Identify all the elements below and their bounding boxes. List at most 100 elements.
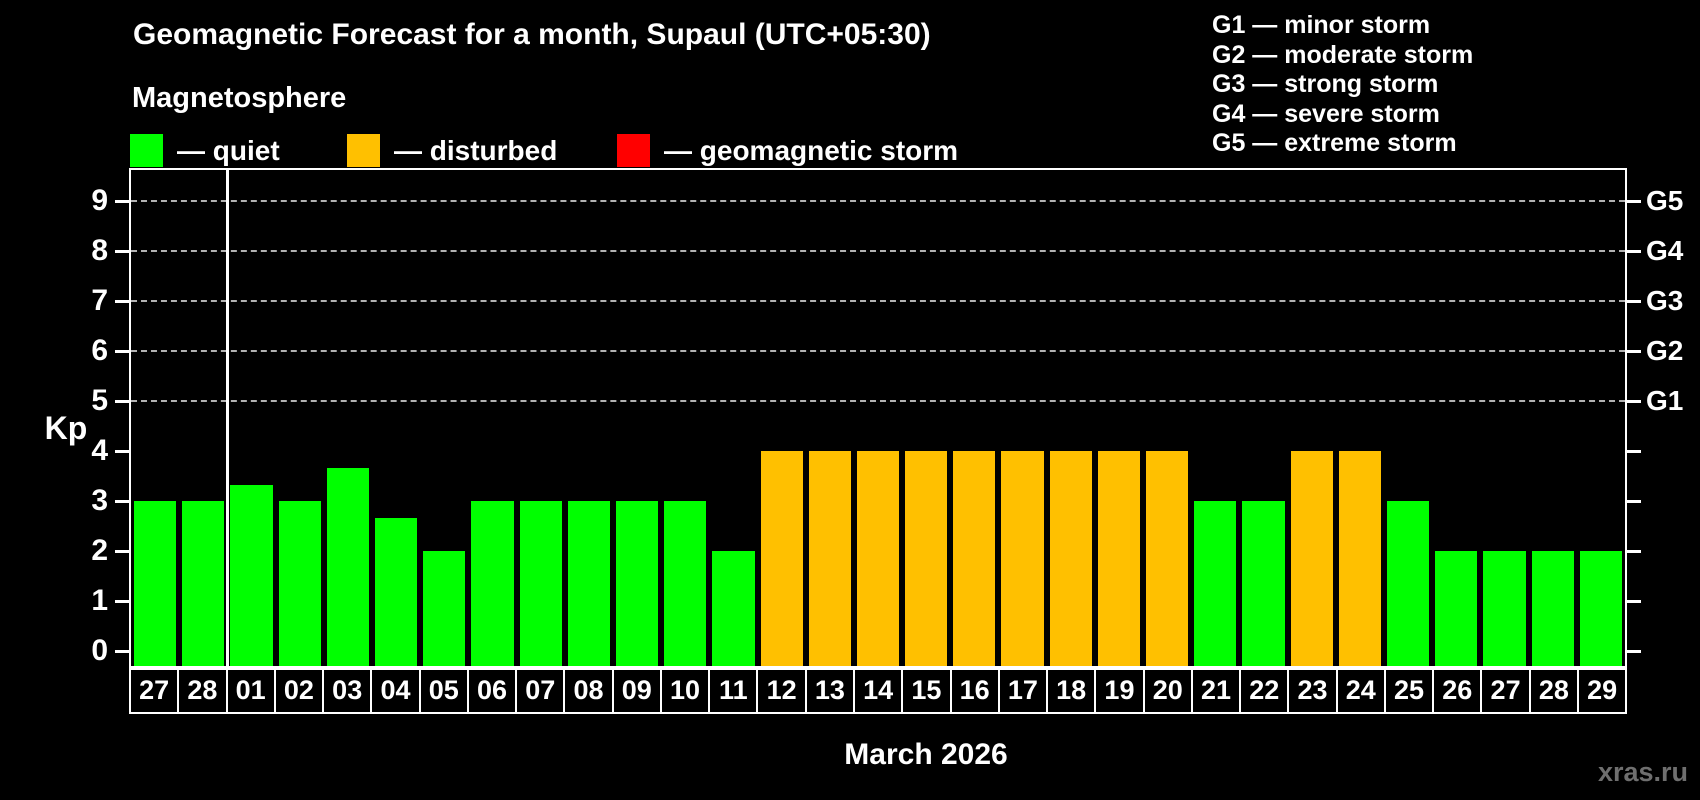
kp-bar: [1579, 551, 1622, 666]
day-label-cell: 21: [1190, 668, 1242, 714]
day-label-cell: 09: [611, 668, 662, 714]
g-scale-legend: G1 — minor storm G2 — moderate storm G3 …: [1212, 11, 1473, 159]
day-label-cell: 15: [901, 668, 952, 714]
kp-bar: [519, 501, 562, 666]
kp-bar: [953, 451, 996, 666]
y-tick-label: 7: [91, 284, 108, 317]
y-tick-left: [115, 399, 129, 403]
kp-bar: [182, 501, 225, 666]
plot-area: [131, 170, 1625, 666]
kp-bar: [615, 501, 659, 666]
g4-legend-line: G4 — severe storm: [1212, 99, 1440, 128]
y-tick-right: [1627, 399, 1641, 403]
y-tick-left: [115, 549, 129, 553]
y-tick-right: [1627, 349, 1641, 353]
day-label-cell: 14: [852, 668, 904, 714]
y-tick-right: [1627, 299, 1641, 303]
day-label-cell: 20: [1142, 668, 1193, 714]
y-tick-label: 0: [91, 634, 108, 667]
day-label-cell: 01: [225, 668, 276, 714]
g3-legend-line: G3 — strong storm: [1212, 70, 1439, 99]
y-tick-label: 4: [91, 434, 108, 467]
y-tick-left: [115, 299, 129, 303]
kp-bar: [760, 451, 803, 666]
right-axis-label-g3: G3: [1646, 285, 1684, 316]
g1-legend-line: G1 — minor storm: [1212, 11, 1431, 39]
y-tick-left: [115, 649, 129, 653]
kp-bar: [1097, 451, 1141, 666]
y-tick-label: 8: [91, 234, 108, 267]
day-label-cell: 16: [949, 668, 1000, 714]
kp-bar: [1483, 551, 1526, 666]
y-tick-label: 3: [91, 484, 108, 517]
y-tick-label: 1: [91, 584, 108, 617]
y-tick-left: [115, 249, 129, 253]
day-label-cell: 08: [563, 668, 614, 714]
month-separator-line: [225, 170, 229, 666]
day-label-cell: 27: [1480, 668, 1531, 714]
kp-bar: [808, 451, 851, 666]
disturbed-color-swatch: [347, 134, 380, 167]
kp-bar: [1435, 551, 1478, 666]
kp-bar: [905, 451, 948, 666]
day-label-cell: 18: [1046, 668, 1097, 714]
day-label-cell: 05: [418, 668, 469, 714]
legend-label-storm: — geomagnetic storm: [664, 134, 959, 166]
kp-bar: [856, 451, 900, 666]
day-label-cell: 04: [370, 668, 421, 714]
kp-bar: [1001, 451, 1044, 666]
y-tick-left: [115, 349, 129, 353]
kp-bar: [1194, 501, 1237, 666]
day-label-cell: 27: [129, 668, 180, 714]
kp-bar: [664, 501, 707, 666]
day-label-cell: 23: [1287, 668, 1338, 714]
kp-bar: [712, 551, 755, 666]
day-label-cell: 19: [1094, 668, 1145, 714]
gridline-kp9: [131, 200, 1625, 202]
day-label-cell: 22: [1239, 668, 1290, 714]
right-axis-label-g5: G5: [1646, 185, 1684, 216]
day-label-cell: 03: [322, 668, 373, 714]
y-tick-right: [1627, 199, 1641, 203]
kp-bar: [1242, 501, 1285, 666]
day-label-cell: 29: [1576, 668, 1628, 714]
y-tick-right: [1627, 449, 1641, 453]
gridline-kp5: [131, 400, 1625, 402]
quiet-color-swatch: [130, 134, 163, 167]
kp-bar: [567, 501, 610, 666]
y-tick-left: [115, 199, 129, 203]
day-label-cell: 13: [804, 668, 855, 714]
y-tick-label: 6: [91, 334, 108, 367]
y-tick-label: 9: [91, 184, 108, 217]
kp-bar: [326, 467, 369, 666]
magnetosphere-subtitle: Magnetosphere: [132, 82, 347, 114]
storm-color-swatch: [617, 134, 650, 167]
legend-label-disturbed: — disturbed: [394, 134, 558, 166]
kp-bar: [1049, 451, 1092, 666]
kp-bar: [1290, 451, 1333, 666]
day-label-cell: 28: [177, 668, 228, 714]
day-label-cell: 24: [1335, 668, 1386, 714]
kp-bar: [471, 501, 514, 666]
day-label-cell: 11: [708, 668, 759, 714]
legend-item-disturbed: — disturbed: [347, 133, 557, 168]
day-label-cell: 12: [756, 668, 807, 714]
y-tick-right: [1627, 599, 1641, 603]
kp-bar-chart: [129, 168, 1627, 668]
kp-bar: [374, 517, 418, 666]
day-label-cell: 10: [659, 668, 711, 714]
month-label: March 2026: [844, 738, 1008, 771]
y-tick-right: [1627, 249, 1641, 253]
y-tick-left: [115, 449, 129, 453]
day-label-cell: 17: [997, 668, 1049, 714]
legend-item-storm: — geomagnetic storm: [617, 133, 958, 168]
kp-bar: [134, 501, 177, 666]
y-tick-left: [115, 499, 129, 503]
gridline-kp8: [131, 250, 1625, 252]
kp-bar: [1531, 551, 1574, 666]
kp-bar: [1146, 451, 1189, 666]
day-label-cell: 26: [1432, 668, 1483, 714]
page-title: Geomagnetic Forecast for a month, Supaul…: [133, 18, 931, 51]
y-axis-title: Kp: [44, 410, 88, 446]
day-label-cell: 02: [273, 668, 325, 714]
